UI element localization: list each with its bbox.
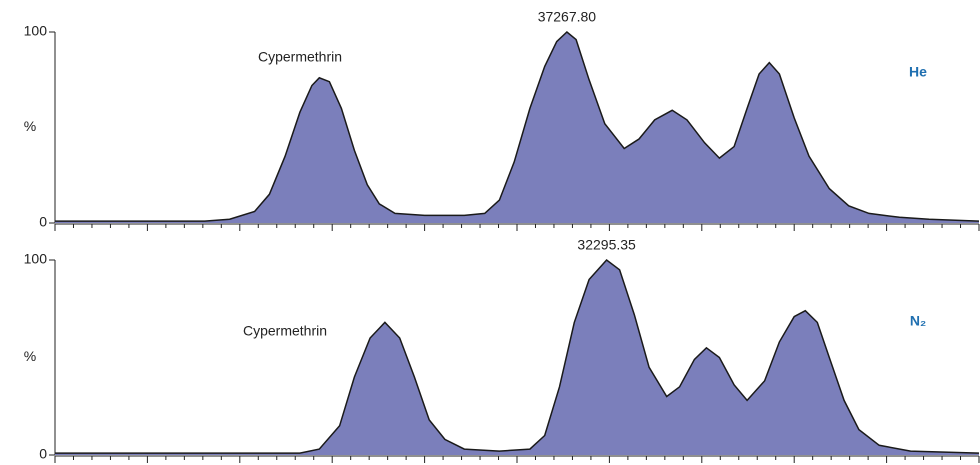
compound-label: Cypermethrin [243,323,327,339]
trace [55,258,980,454]
y-axis-label: % [24,348,36,364]
y-axis-label: % [24,118,36,134]
y-tick-label: 0 [39,214,47,230]
y-tick-label: 100 [24,251,48,267]
compound-label: Cypermethrin [258,49,342,65]
gas-label: N₂ [910,313,926,329]
y-tick-label: 0 [39,446,47,462]
area-fill [55,32,979,223]
peak-label: 32295.35 [577,237,636,253]
area-fill [55,260,979,455]
gas-label: He [909,64,927,80]
peak-label: 37267.80 [538,9,597,25]
y-tick-label: 100 [24,23,48,39]
trace [55,31,980,222]
